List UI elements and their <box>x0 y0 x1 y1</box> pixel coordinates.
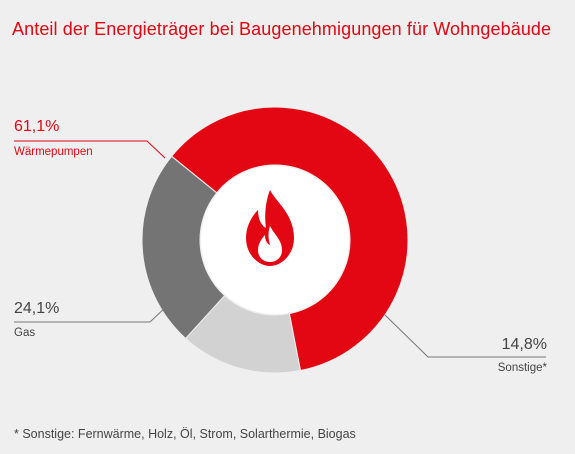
name-sonstige: Sonstige* <box>497 362 547 374</box>
label-gas: 24,1% Gas <box>14 300 59 339</box>
pct-gas: 24,1% <box>14 300 60 317</box>
name-gas: Gas <box>14 327 36 339</box>
pct-waermepumpen: 61,1% <box>14 118 60 135</box>
slice-wärmepumpen <box>170 106 409 372</box>
flame-icon <box>246 190 294 266</box>
name-waermepumpen: Wärmepumpen <box>14 146 93 158</box>
footnote: * Sonstige: Fernwärme, Holz, Öl, Strom, … <box>14 427 356 441</box>
pct-sonstige: 14,8% <box>501 336 547 353</box>
leader-sonstige <box>384 314 546 358</box>
leader-waermepumpen <box>14 140 166 159</box>
label-sonstige: 14,8% Sonstige* <box>498 336 547 374</box>
slice-gas <box>141 155 226 340</box>
leader-gas <box>14 304 169 323</box>
label-waermepumpen: 61,1% Wärmepumpen <box>14 118 93 158</box>
chart-title: Anteil der Energieträger bei Baugenehmig… <box>12 19 552 39</box>
